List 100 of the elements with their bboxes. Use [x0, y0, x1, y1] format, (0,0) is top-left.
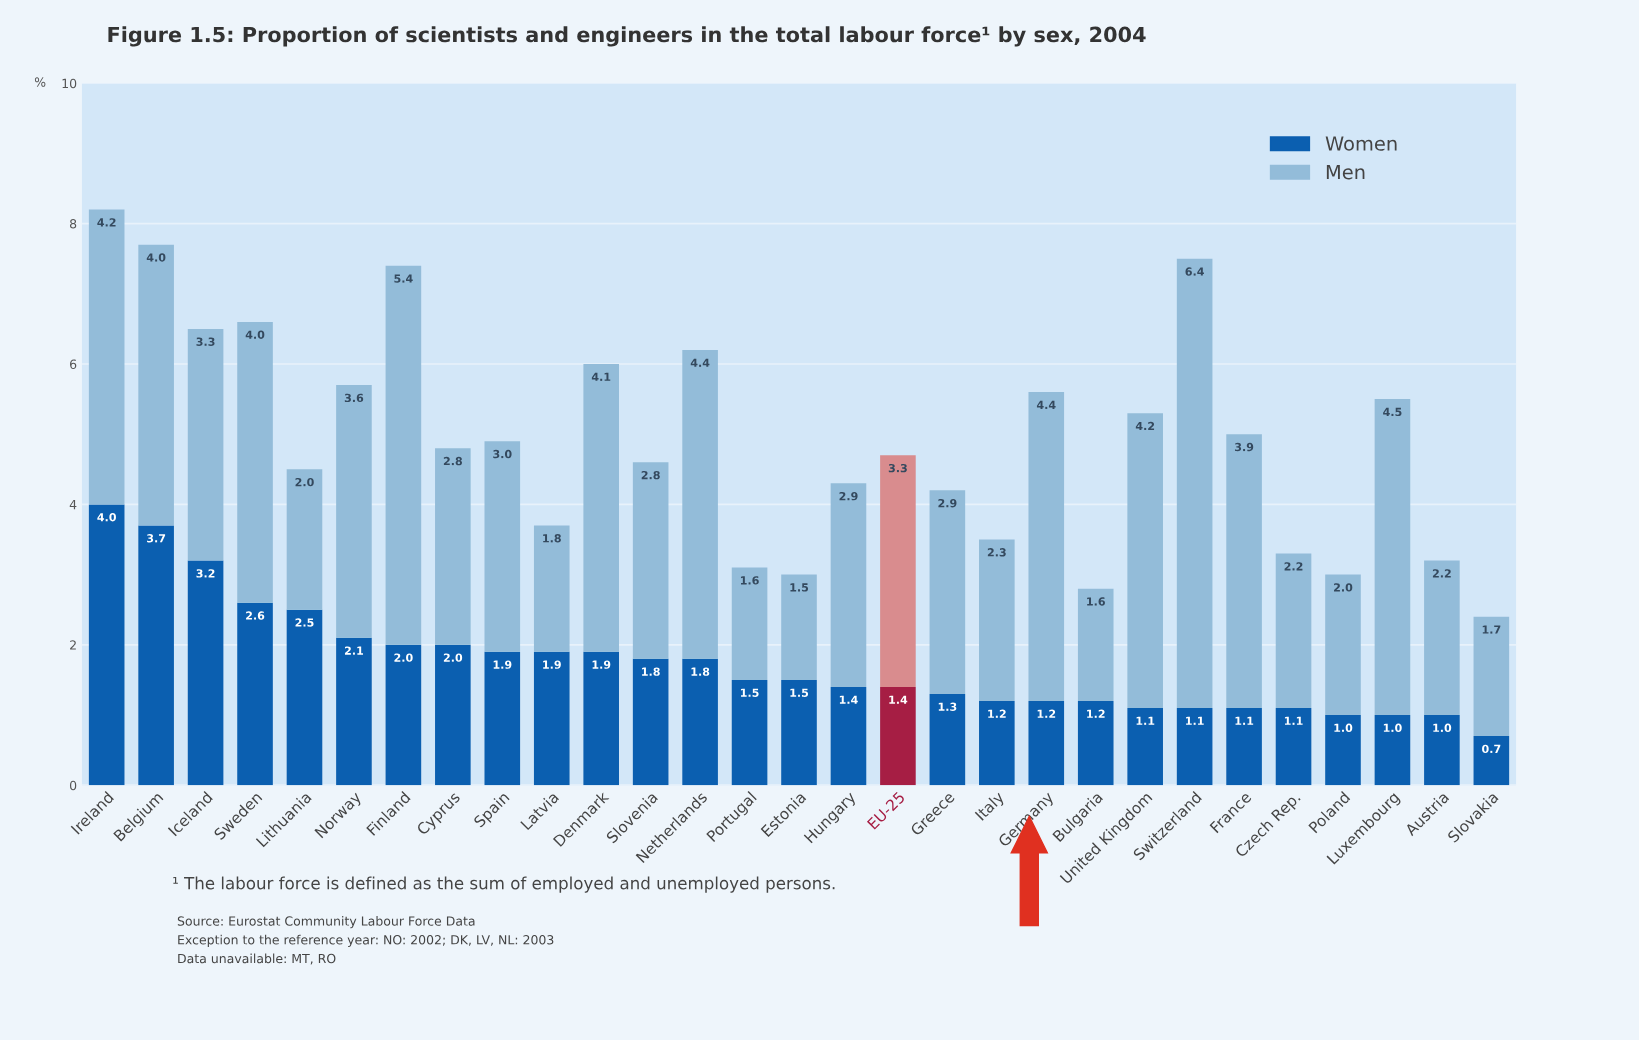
- data-label: 2.0: [394, 653, 413, 662]
- legend-label: Men: [1326, 164, 1365, 180]
- data-label: 1.0: [1334, 723, 1353, 733]
- data-label: 3.6: [344, 393, 364, 403]
- data-label: 2.1: [344, 646, 364, 655]
- bar: [979, 700, 1015, 786]
- bar: [385, 644, 422, 786]
- data-label: 3.3: [196, 337, 215, 346]
- text: ¹ The labour force is defined as the sum of employed and unemployed persons.: [173, 876, 835, 893]
- bar: [632, 462, 669, 659]
- bar: [583, 364, 620, 652]
- data-label: 4.4: [1036, 400, 1056, 409]
- bar: [187, 560, 224, 786]
- data-label: 2.5: [295, 618, 314, 627]
- text: Exception to the reference year: NO: 2002; DK, LV, NL: 2003: [178, 934, 554, 947]
- bar: [1176, 258, 1213, 708]
- bar: [781, 679, 817, 786]
- bar: [187, 328, 224, 561]
- data-label: 1.0: [1383, 723, 1402, 733]
- bar: [1325, 574, 1361, 715]
- y-tick-label: 2: [70, 640, 76, 650]
- bar: [1028, 392, 1065, 701]
- source-note: Source: Eurostat Community Labour Force Data: [177, 916, 475, 929]
- bar: [1374, 399, 1411, 715]
- bar: [1473, 616, 1510, 737]
- data-label: 1.5: [790, 688, 809, 697]
- bar: [929, 693, 966, 786]
- bar: [1127, 413, 1163, 708]
- data-label: 1.9: [543, 660, 561, 669]
- data-label: 1.1: [1136, 716, 1155, 725]
- data-label: 1.6: [740, 576, 759, 585]
- data-label: 1.4: [839, 695, 858, 704]
- data-label: 2.0: [1334, 583, 1353, 592]
- bar: [1473, 736, 1510, 786]
- y-tick-label: 8: [69, 219, 77, 229]
- bar: [336, 385, 372, 638]
- bar: [336, 637, 372, 786]
- bar: [533, 651, 570, 786]
- data-label: 1.2: [1037, 709, 1056, 718]
- data-label: 3.7: [147, 534, 166, 543]
- data-label: 1.5: [740, 688, 759, 697]
- bar: [929, 490, 966, 694]
- data-label: 4.0: [245, 330, 265, 339]
- bar: [830, 686, 867, 786]
- data-label: 1.1: [1235, 716, 1254, 725]
- bar: [138, 244, 174, 526]
- bar: [1374, 715, 1411, 786]
- data-label: 1.9: [592, 660, 611, 669]
- data-label: 1.2: [988, 709, 1006, 718]
- data-label: 2.2: [1284, 562, 1303, 571]
- data-label: 4.4: [690, 358, 710, 367]
- data-label: 2.0: [295, 477, 314, 487]
- bar: [1424, 715, 1460, 786]
- bar: [1275, 553, 1312, 708]
- bar: [1077, 588, 1114, 701]
- data-label: 2.9: [938, 498, 957, 508]
- data-label: 5.4: [394, 274, 413, 283]
- bar: [88, 504, 125, 786]
- data-label: 2.9: [839, 491, 858, 501]
- bar: [1424, 560, 1460, 715]
- data-label: 2.8: [443, 456, 462, 466]
- bar: [731, 679, 768, 786]
- data-label: 1.1: [1186, 716, 1204, 725]
- legend-label: Women: [1325, 136, 1397, 151]
- data-label: 1.6: [1087, 597, 1105, 606]
- data-label: 1.4: [889, 695, 908, 704]
- bar: [1077, 700, 1114, 786]
- bar: [385, 265, 422, 645]
- bar: [1226, 707, 1262, 786]
- bar: [1275, 707, 1312, 786]
- data-label: 1.7: [1482, 625, 1501, 634]
- data-label: 3.2: [196, 569, 215, 578]
- bar: [781, 574, 817, 680]
- bar: [583, 651, 620, 786]
- data-label: 1.9: [493, 660, 512, 669]
- data-label: 1.8: [691, 667, 710, 676]
- bar: [1325, 715, 1361, 786]
- bar: [435, 644, 471, 786]
- data-label: 4.1: [591, 372, 611, 381]
- y-tick-label: 10: [62, 78, 77, 89]
- bar: [682, 658, 718, 786]
- data-label: 4.2: [1135, 421, 1155, 431]
- bar: [632, 658, 669, 786]
- data-label: 2.0: [443, 653, 463, 662]
- data-label: 1.5: [790, 583, 809, 592]
- data-label: 6.4: [1185, 267, 1204, 276]
- bar: [1028, 700, 1065, 786]
- data-label: 1.2: [1087, 709, 1105, 718]
- text: Data unavailable: MT, RO: [178, 953, 336, 965]
- bar: [880, 455, 916, 687]
- bar: [1127, 707, 1163, 786]
- bar: [979, 539, 1015, 701]
- bar: [286, 469, 323, 610]
- data-label: 2.8: [641, 470, 660, 480]
- chart-title: Figure 1.5: Proportion of scientists and engineers in the total labour force¹ by sex, 2004: [108, 26, 1146, 47]
- y-tick-label: 6: [70, 359, 77, 369]
- y-axis-title: %: [34, 77, 46, 87]
- bar: [682, 349, 718, 659]
- data-label: 1.8: [543, 534, 561, 543]
- data-label: 1.0: [1433, 723, 1452, 733]
